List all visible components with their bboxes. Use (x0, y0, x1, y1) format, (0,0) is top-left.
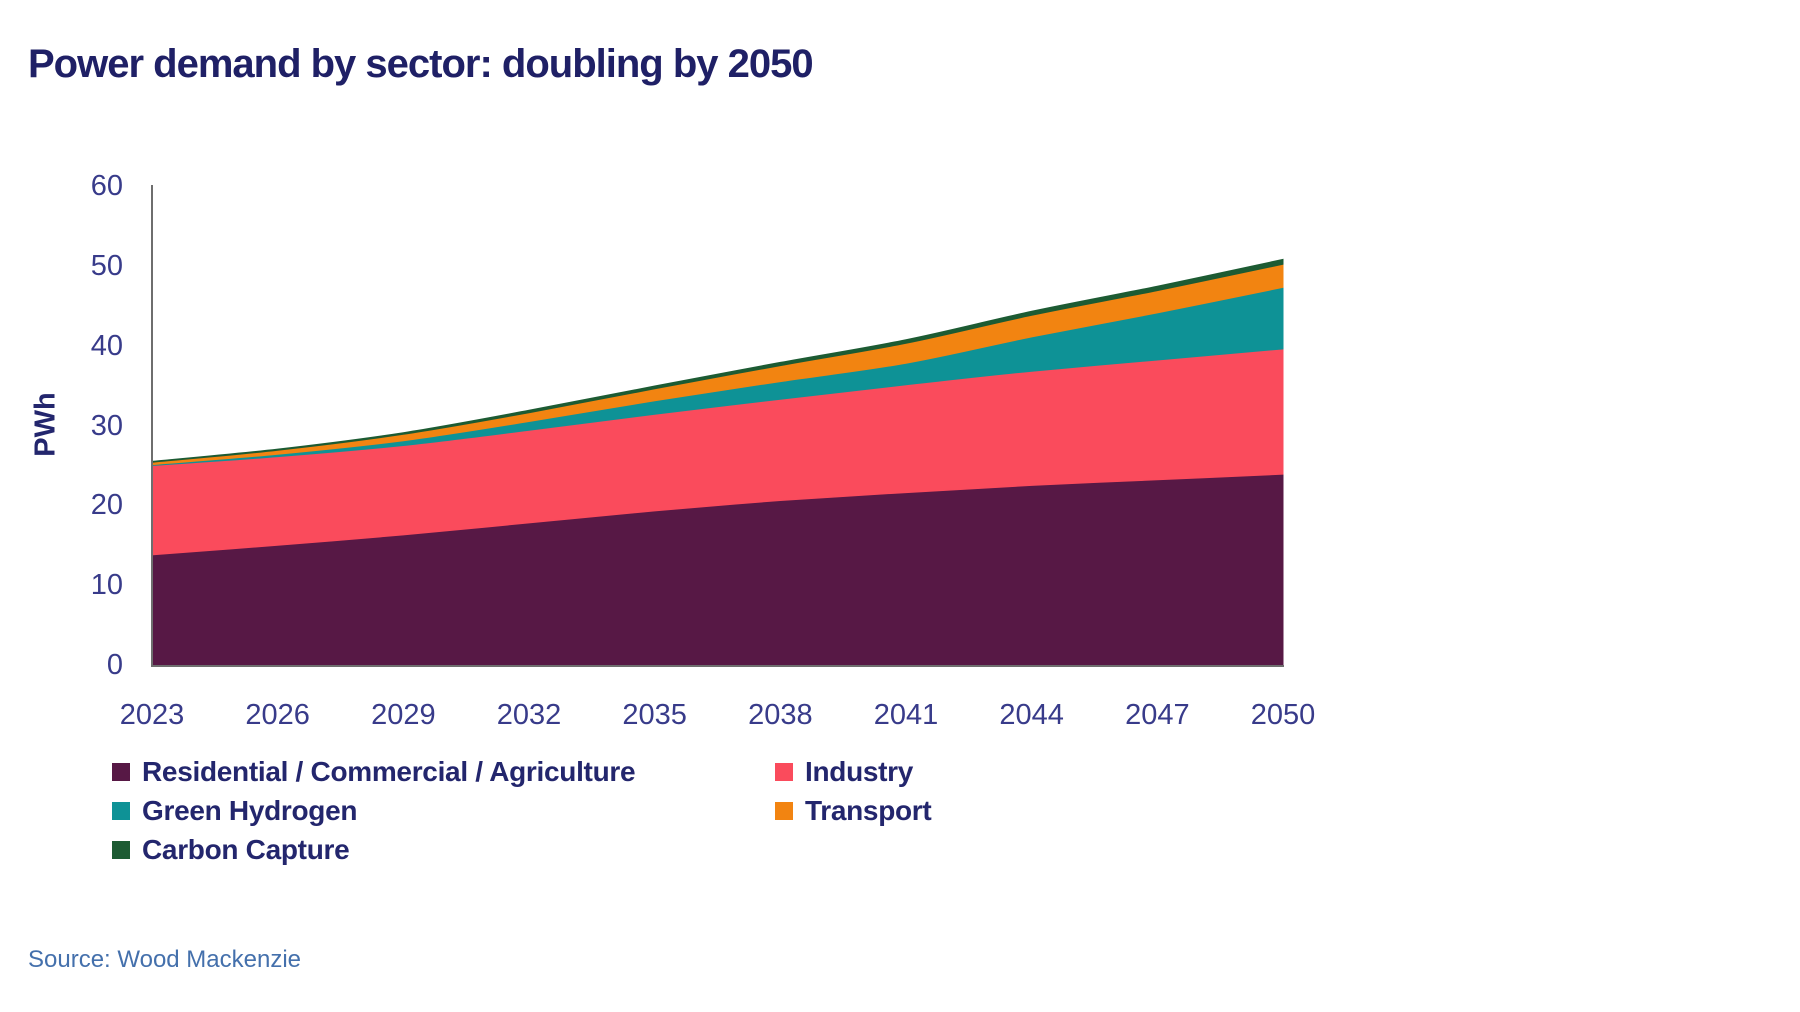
x-tick-label-2029: 2029 (371, 699, 436, 731)
legend-item-residential-commercial-agriculture: Residential / Commercial / Agriculture (112, 754, 775, 790)
chart-legend: Residential / Commercial / Agriculture In… (112, 754, 932, 868)
legend-swatch-residential-commercial-agriculture (112, 763, 130, 781)
y-tick-label-60: 60 (90, 170, 123, 202)
legend-label: Carbon Capture (142, 834, 350, 865)
x-tick-label-2035: 2035 (622, 699, 687, 731)
legend-label: Green Hydrogen (142, 795, 358, 826)
legend-swatch-green-hydrogen (112, 802, 130, 820)
source-note: Source: Wood Mackenzie (28, 946, 302, 973)
x-tick-label-2041: 2041 (873, 699, 939, 731)
y-tick-label-20: 20 (90, 489, 123, 522)
legend-swatch-industry (775, 763, 793, 781)
legend-swatch-carbon-capture (112, 841, 130, 859)
y-tick-label-40: 40 (90, 329, 123, 362)
legend-item-carbon-capture: Carbon Capture (112, 832, 775, 868)
plot-area (151, 185, 1284, 667)
x-tick-label-2047: 2047 (1125, 699, 1190, 731)
legend-label: Transport (805, 795, 932, 826)
legend-item-green-hydrogen: Green Hydrogen (112, 793, 775, 829)
x-tick-label-2026: 2026 (245, 699, 310, 731)
legend-item-transport: Transport (775, 793, 932, 829)
y-tick-label-10: 10 (90, 569, 123, 602)
x-tick-label-2038: 2038 (748, 699, 813, 731)
x-tick-label-2023: 2023 (119, 699, 185, 731)
y-tick-label-50: 50 (90, 249, 123, 282)
legend-label: Residential / Commercial / Agriculture (142, 756, 636, 787)
x-tick-label-2044: 2044 (999, 699, 1064, 731)
legend-label: Industry (805, 756, 914, 787)
y-tick-label-0: 0 (106, 649, 123, 681)
chart-title: Power demand by sector: doubling by 2050 (28, 42, 814, 86)
x-tick-label-2032: 2032 (496, 699, 562, 731)
y-tick-label-30: 30 (90, 409, 123, 442)
area-series-carbon-capture (151, 258, 1284, 463)
legend-swatch-transport (775, 802, 793, 820)
legend-item-industry: Industry (775, 754, 931, 790)
x-tick-label-2050: 2050 (1250, 699, 1316, 731)
